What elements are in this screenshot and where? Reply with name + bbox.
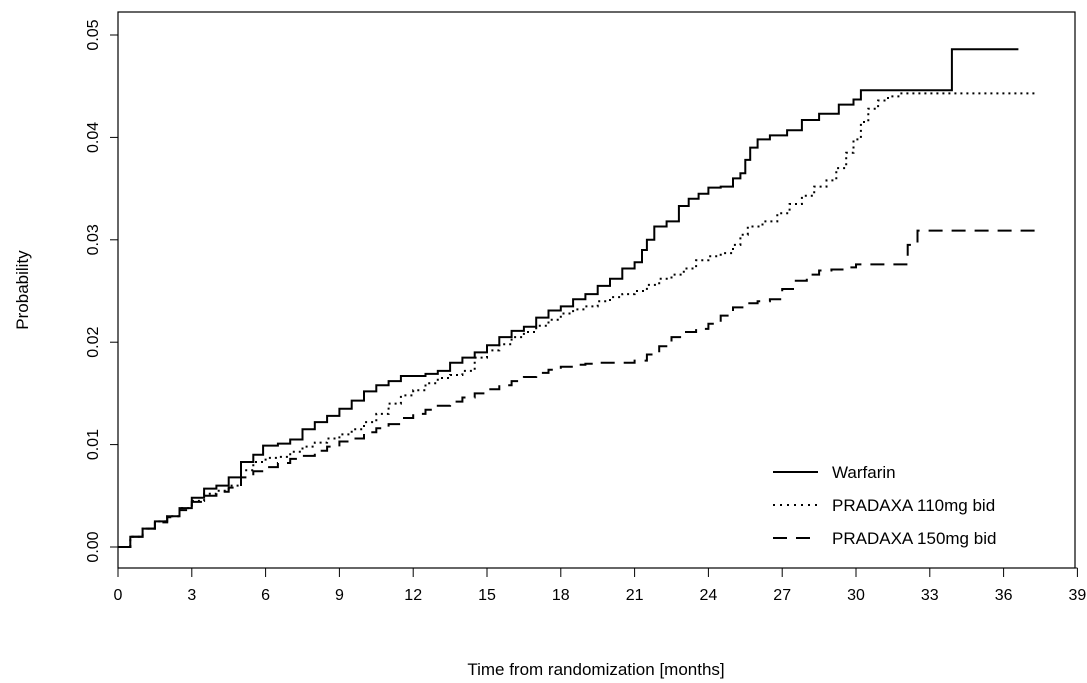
series-line-1 [118,48,1019,548]
x-tick-label: 18 [552,587,570,604]
x-axis-title: Time from randomization [months] [467,660,724,679]
x-tick-label: 30 [847,587,865,604]
y-tick-label: 0.01 [85,429,102,460]
y-tick-label: 0.05 [85,19,102,50]
x-tick-label: 39 [1069,587,1087,604]
y-tick-label: 0.00 [85,531,102,562]
series-group [118,48,1036,548]
y-tick-label: 0.03 [85,224,102,255]
y-tick-label: 0.04 [85,122,102,153]
series-line-2 [118,92,1036,548]
x-tick-label: 12 [404,587,422,604]
x-tick-label: 21 [626,587,644,604]
x-tick-label: 24 [700,587,718,604]
x-tick-label: 27 [773,587,791,604]
y-axis: 0.00 0.01 0.02 0.03 0.04 0.05 [85,19,118,563]
plot-frame [117,11,1076,569]
x-tick-label: 15 [478,587,496,604]
legend: Warfarin PRADAXA 110mg bid PRADAXA 150mg b… [773,463,996,548]
y-tick-label: 0.02 [85,327,102,358]
x-tick-label: 36 [995,587,1013,604]
x-tick-label: 33 [921,587,939,604]
x-tick-label: 6 [261,587,270,604]
legend-label: PRADAXA 150mg bid [832,529,996,548]
legend-label: Warfarin [832,463,896,482]
x-tick-label: 9 [335,587,344,604]
y-axis-title: Probability [13,250,32,330]
series-line-3 [118,229,1036,548]
x-tick-label: 3 [187,587,196,604]
x-tick-label: 0 [114,587,123,604]
legend-label: PRADAXA 110mg bid [832,496,995,515]
x-axis: 0 3 6 9 12 15 18 21 24 27 30 33 36 39 [114,567,1087,604]
